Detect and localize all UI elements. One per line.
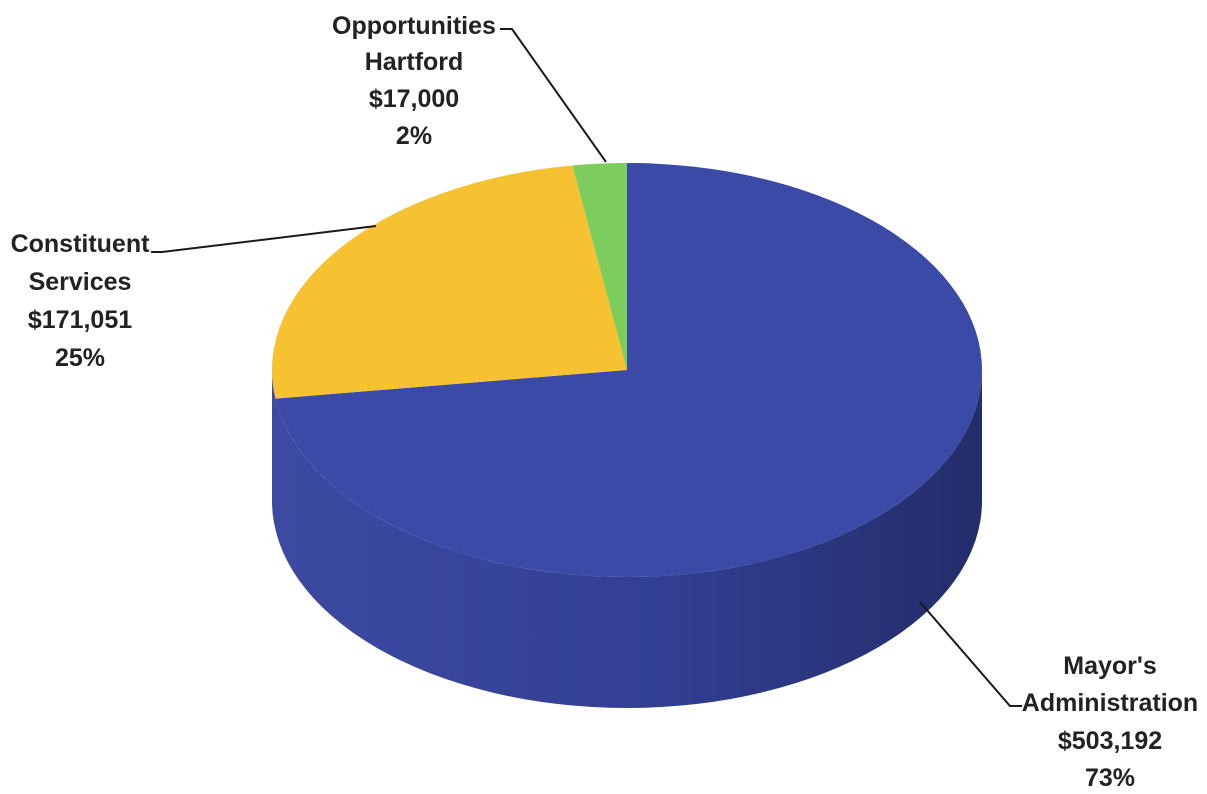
label-amount: $503,192 — [1058, 727, 1162, 755]
label-line-1: Opportunities — [332, 12, 496, 40]
slice-constituent-services — [272, 165, 627, 399]
pie-slices — [272, 163, 982, 577]
label-line-1: Constituent — [11, 230, 151, 258]
label-amount: $171,051 — [28, 306, 132, 334]
data-label-constituent-services: Constituent Services $171,051 25% — [11, 230, 151, 372]
leader-line-mayors-administration — [919, 601, 1022, 707]
label-line-2: Administration — [1022, 689, 1198, 717]
label-line-2: Hartford — [365, 48, 464, 76]
leader-line-opportunities-hartford — [500, 28, 607, 163]
label-percent: 73% — [1085, 764, 1135, 792]
pie-side-wall — [272, 370, 982, 708]
label-percent: 25% — [55, 344, 105, 372]
data-label-mayors-administration: Mayor's Administration $503,192 73% — [1022, 652, 1198, 792]
leader-line-constituent-services — [151, 225, 377, 253]
label-line-1: Mayor's — [1063, 652, 1156, 680]
slice-mayors-administration — [275, 163, 982, 577]
slice-opportunities-hartford — [572, 163, 627, 370]
label-amount: $17,000 — [369, 85, 459, 113]
label-line-2: Services — [29, 268, 132, 296]
label-percent: 2% — [396, 122, 432, 150]
data-label-opportunities-hartford: Opportunities Hartford $17,000 2% — [332, 12, 496, 150]
